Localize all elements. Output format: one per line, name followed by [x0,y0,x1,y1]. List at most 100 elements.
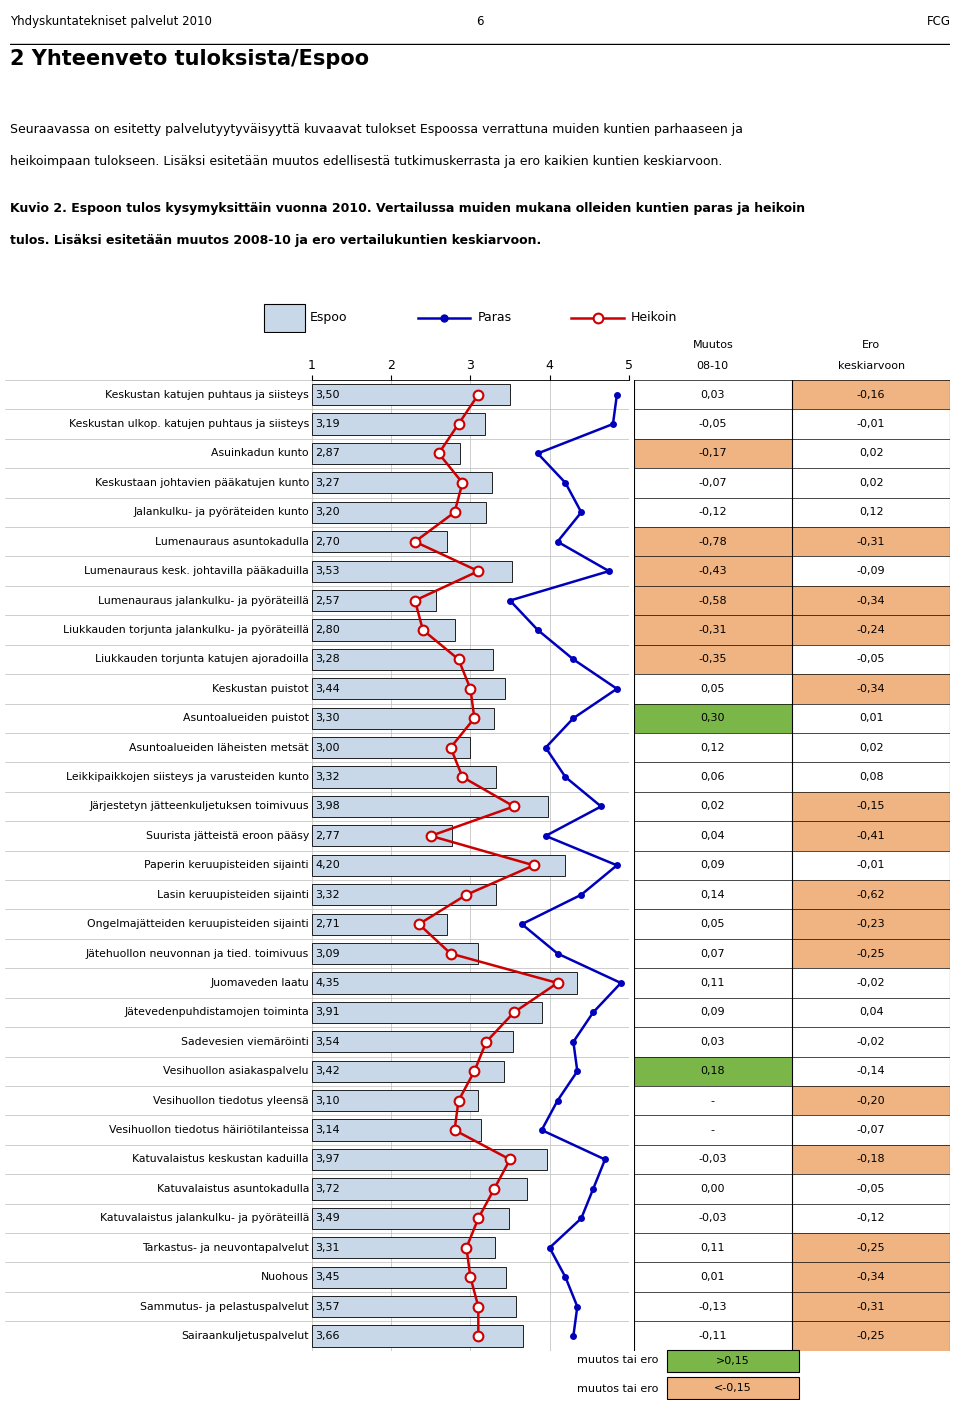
Text: Keskustan ulkop. katujen puhtaus ja siisteys: Keskustan ulkop. katujen puhtaus ja siis… [69,419,309,429]
Text: 0,02: 0,02 [859,743,883,753]
Text: -0,35: -0,35 [699,654,727,664]
Text: 3,30: 3,30 [315,713,340,723]
Text: 6: 6 [476,14,484,28]
Bar [312,1325,522,1346]
Text: -0,78: -0,78 [699,536,727,547]
Text: 0,11: 0,11 [701,1242,725,1252]
Text: 0,06: 0,06 [701,772,725,782]
Text: 3,72: 3,72 [315,1183,340,1195]
Bar [312,1031,514,1052]
Text: -0,09: -0,09 [857,566,885,575]
Text: -0,43: -0,43 [699,566,727,575]
Text: Asuinkadun kunto: Asuinkadun kunto [211,449,309,459]
Text: 3,45: 3,45 [315,1272,340,1282]
Text: <-0,15: <-0,15 [714,1383,752,1393]
Text: >0,15: >0,15 [716,1356,750,1366]
Bar [312,1237,495,1258]
Text: -0,34: -0,34 [857,1272,885,1282]
Text: 2,87: 2,87 [315,449,340,459]
Text: 08-10: 08-10 [697,360,729,371]
Text: Vesihuollon tiedotus yleensä: Vesihuollon tiedotus yleensä [154,1096,309,1106]
Text: 0,04: 0,04 [701,832,725,841]
Bar [792,528,950,556]
Text: Katuvalaistus asuntokadulla: Katuvalaistus asuntokadulla [156,1183,309,1195]
Text: -0,25: -0,25 [857,1242,885,1252]
Text: Katuvalaistus jalankulku- ja pyöräteillä: Katuvalaistus jalankulku- ja pyöräteillä [100,1213,309,1223]
Bar [312,619,455,640]
Text: 4,35: 4,35 [315,978,340,988]
Bar [312,443,460,464]
Text: -0,20: -0,20 [857,1096,885,1106]
Text: -0,05: -0,05 [857,654,885,664]
Text: 3,31: 3,31 [315,1242,340,1252]
Bar [312,737,470,758]
Text: -0,12: -0,12 [857,1213,885,1223]
Text: 0,02: 0,02 [859,478,883,488]
Text: 2,77: 2,77 [315,832,340,841]
Text: -0,34: -0,34 [857,684,885,694]
Text: 4,20: 4,20 [315,860,340,871]
Bar [312,708,494,729]
Bar [792,1262,950,1292]
Text: Keskustan puistot: Keskustan puistot [212,684,309,694]
Bar [312,826,452,847]
Bar [312,414,486,435]
Bar [312,943,477,964]
Text: 0,02: 0,02 [701,802,725,812]
Text: 0,00: 0,00 [701,1183,725,1195]
Text: 0,18: 0,18 [701,1067,725,1076]
Text: 2,71: 2,71 [315,919,340,929]
Text: 3,57: 3,57 [315,1301,340,1311]
Text: 0,14: 0,14 [701,889,725,899]
Bar [312,796,548,817]
Text: -0,15: -0,15 [857,802,885,812]
Text: Jätehuollon neuvonnan ja tied. toimivuus: Jätehuollon neuvonnan ja tied. toimivuus [85,948,309,958]
Bar [312,678,505,699]
Text: -0,25: -0,25 [857,948,885,958]
Bar [312,1090,478,1112]
Bar [792,822,950,851]
Text: -0,23: -0,23 [857,919,885,929]
Text: -0,07: -0,07 [857,1126,885,1135]
Text: 0,01: 0,01 [859,713,883,723]
Text: -0,16: -0,16 [857,390,885,400]
Text: Kuvio 2. Espoon tulos kysymyksittäin vuonna 2010. Vertailussa muiden mukana olle: Kuvio 2. Espoon tulos kysymyksittäin vuo… [10,201,804,215]
Text: 3,53: 3,53 [315,566,340,575]
Bar [312,1207,509,1228]
Bar [634,439,792,469]
Text: Suurista jätteistä eroon pääsy: Suurista jätteistä eroon pääsy [146,832,309,841]
Text: 3,44: 3,44 [315,684,340,694]
Text: Sairaankuljetuspalvelut: Sairaankuljetuspalvelut [181,1331,309,1341]
Text: Nuohous: Nuohous [261,1272,309,1282]
Text: -0,11: -0,11 [699,1331,727,1341]
Bar [634,556,792,585]
Text: 3,20: 3,20 [315,508,340,518]
Bar [312,502,486,523]
Bar [792,615,950,644]
Text: 3,32: 3,32 [315,889,340,899]
Bar [312,590,437,611]
Text: Espoo: Espoo [309,311,348,325]
Text: -0,24: -0,24 [857,625,885,635]
Bar [634,644,792,674]
Text: Sadevesien viemäröinti: Sadevesien viemäröinti [181,1037,309,1047]
Text: Ero: Ero [862,340,880,350]
Text: -0,31: -0,31 [857,1301,885,1311]
Text: 3,98: 3,98 [315,802,340,812]
Text: 0,12: 0,12 [859,508,883,518]
Text: Lumenauraus asuntokadulla: Lumenauraus asuntokadulla [156,536,309,547]
Bar [792,909,950,938]
Text: -0,34: -0,34 [857,595,885,605]
Text: -0,18: -0,18 [857,1155,885,1165]
Text: -0,14: -0,14 [857,1067,885,1076]
Text: 0,05: 0,05 [701,684,725,694]
Bar [312,530,446,553]
Text: Paperin keruupisteiden sijainti: Paperin keruupisteiden sijainti [144,860,309,871]
Text: Leikkipaikkojen siisteys ja varusteiden kunto: Leikkipaikkojen siisteys ja varusteiden … [66,772,309,782]
Text: 3,49: 3,49 [315,1213,340,1223]
Text: Katuvalaistus keskustan kaduilla: Katuvalaistus keskustan kaduilla [132,1155,309,1165]
Text: Yhdyskuntatekniset palvelut 2010: Yhdyskuntatekniset palvelut 2010 [10,14,211,28]
Bar [312,1150,547,1171]
Text: -0,03: -0,03 [699,1213,727,1223]
Text: 3,28: 3,28 [315,654,340,664]
